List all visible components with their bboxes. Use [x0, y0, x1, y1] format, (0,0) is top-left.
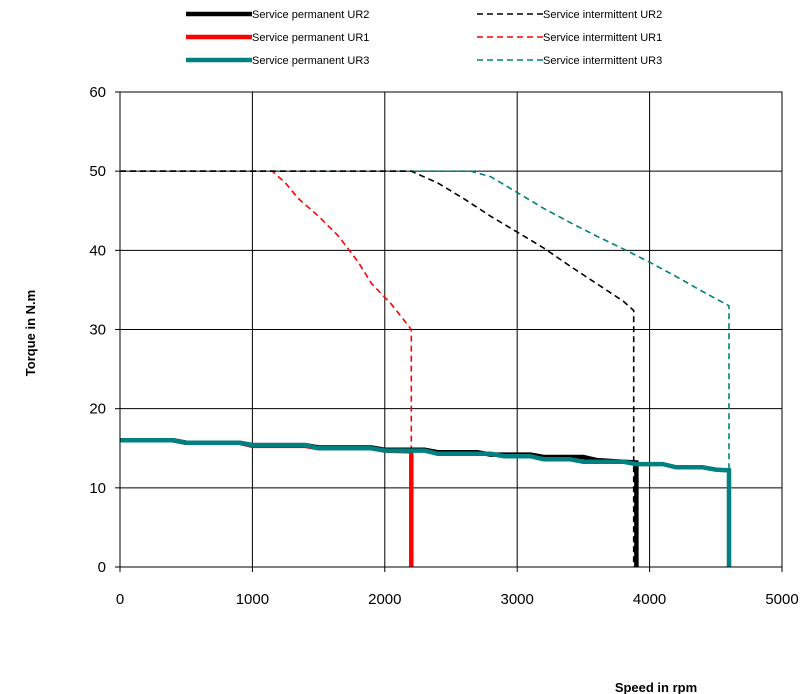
x-axis-label: Speed in rpm: [615, 680, 697, 694]
series-line-5: [120, 170, 413, 567]
legend-label: Service intermittent UR3: [543, 55, 662, 67]
y-axis-label: Torque in N.m: [23, 290, 38, 376]
series-line-2: [120, 438, 414, 567]
series-line-3: [120, 438, 732, 567]
y-tick-label: 60: [89, 84, 106, 101]
y-tick-label: 30: [89, 322, 106, 339]
tick-labels: 0 1000 2000 3000 4000 5000 0 10 20 30 40 50 60: [89, 84, 798, 608]
legend-label: Service intermittent UR2: [543, 9, 662, 21]
y-tick-label: 0: [98, 559, 106, 576]
series-line-6: [120, 170, 730, 567]
y-tick-label: 40: [89, 242, 106, 259]
x-tick-label: 5000: [765, 591, 798, 608]
x-tick-label: 1000: [236, 591, 269, 608]
y-tick-label: 20: [89, 401, 106, 418]
legend-label: Service intermittent UR1: [543, 32, 662, 44]
y-tick-label: 50: [89, 163, 106, 180]
legend: Service permanent UR2 Service intermitten…: [186, 9, 662, 67]
legend-label: Service permanent UR3: [252, 55, 369, 67]
legend-label: Service permanent UR1: [252, 32, 369, 44]
series-line-4: [120, 170, 635, 567]
x-tick-label: 4000: [633, 591, 666, 608]
x-tick-label: 2000: [368, 591, 401, 608]
y-tick-label: 10: [89, 480, 106, 497]
legend-label: Service permanent UR2: [252, 9, 369, 21]
grid: [119, 91, 783, 568]
x-tick-label: 3000: [501, 591, 534, 608]
series-layer: [120, 170, 732, 567]
x-tick-label: 0: [116, 591, 124, 608]
